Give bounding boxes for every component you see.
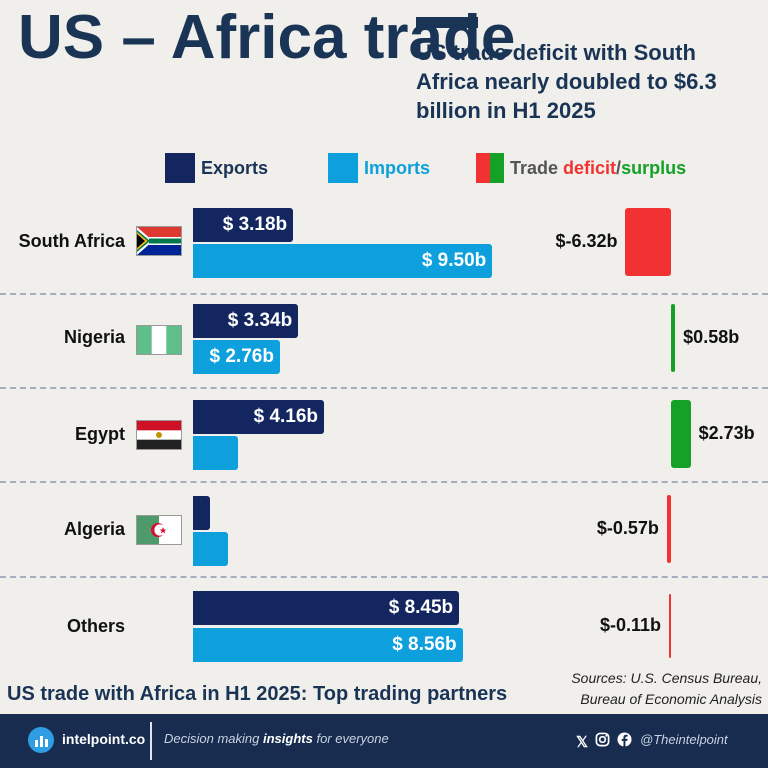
subtitle: US trade deficit with South Africa nearl… (416, 40, 717, 123)
footer: intelpoint.co Decision making insights f… (0, 714, 768, 768)
algeria-flag-icon (136, 515, 182, 545)
row-label: Nigeria (63, 327, 125, 347)
balance-label: $-6.32b (555, 231, 618, 251)
social-handle[interactable]: @Theintelpoint (640, 732, 728, 747)
balance-bar (671, 304, 676, 372)
source-line: Bureau of Economic Analysis (580, 691, 762, 707)
egypt-flag-icon (136, 420, 182, 450)
legend-exports: Exports (165, 152, 268, 184)
row-label: Others (66, 616, 125, 636)
row-label: Algeria (63, 519, 125, 539)
row-separator (0, 387, 768, 389)
legend-balance-slash: / (616, 157, 622, 178)
chart-caption: US trade with Africa in H1 2025: Top tra… (7, 683, 508, 705)
legend-balance-swatch (476, 153, 504, 183)
legend-balance-surplus: surplus (621, 157, 687, 178)
row-label: South Africa (18, 231, 125, 251)
tagline-pre: Decision making (164, 731, 263, 746)
row-separator (0, 576, 768, 578)
row-label: Egypt (74, 424, 125, 444)
tagline-em: insights (263, 731, 313, 746)
imports-bar: $ 2.76b (193, 340, 280, 374)
legend-balance-prefix: Trade (510, 157, 564, 178)
legend-imports: Imports (328, 152, 430, 184)
brand-name[interactable]: intelpoint.co (62, 731, 146, 747)
facebook-icon[interactable] (617, 732, 632, 752)
balance-label: $0.58b (683, 327, 740, 347)
legend-imports-label: Imports (364, 157, 431, 178)
legend-exports-label: Exports (201, 157, 269, 178)
imports-bar: $ 9.50b (193, 244, 493, 278)
x-icon[interactable]: 𝕏 (576, 734, 589, 751)
intelpoint-logo-icon (28, 727, 54, 753)
exports-bar: $ 3.18b (193, 208, 294, 242)
balance-label: $-0.11b (599, 615, 661, 635)
imports-bar (193, 436, 239, 470)
exports-bar: $ 3.34b (193, 304, 299, 338)
nigeria-flag-icon (136, 325, 182, 355)
tagline: Decision making insights for everyone (164, 731, 389, 746)
source-note: Sources: U.S. Census Bureau, Bureau of E… (571, 668, 762, 710)
instagram-icon[interactable] (595, 732, 610, 752)
legend-balance-label: Trade deficit/surplus (510, 158, 686, 179)
exports-bar: $ 8.45b (193, 591, 460, 625)
balance-label: $-0.57b (596, 518, 659, 538)
balance-bar (671, 400, 691, 468)
balance-bar (666, 495, 671, 563)
balance-label: $2.73b (698, 423, 755, 443)
balance-bar (669, 594, 671, 658)
tagline-post: for everyone (312, 731, 389, 746)
imports-bar: $ 8.56b (193, 628, 463, 662)
legend-imports-swatch (328, 153, 358, 183)
footer-divider (150, 722, 152, 760)
legend-exports-swatch (165, 153, 195, 183)
exports-bar: $ 4.16b (193, 400, 325, 434)
south-africa-flag-icon (136, 226, 182, 256)
balance-bar (625, 208, 671, 276)
row-separator (0, 293, 768, 295)
social-icons: 𝕏 (576, 732, 632, 752)
source-line: Sources: U.S. Census Bureau, (571, 670, 762, 686)
page-title: US – Africa trade (18, 3, 516, 72)
exports-bar (193, 496, 211, 530)
row-separator (0, 481, 768, 483)
legend-balance: Trade deficit/surplus (476, 152, 686, 184)
subtitle-accent-bar (416, 17, 478, 28)
imports-bar (193, 532, 229, 566)
legend-balance-deficit: deficit (563, 157, 617, 178)
